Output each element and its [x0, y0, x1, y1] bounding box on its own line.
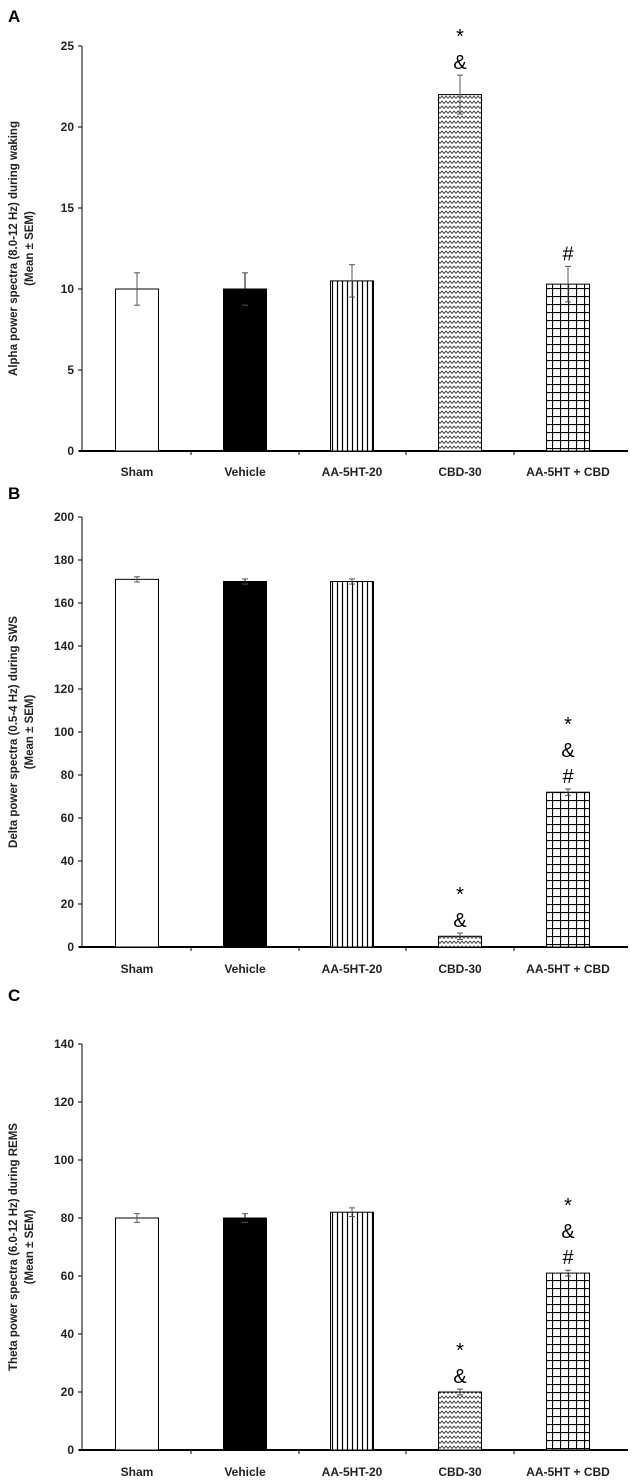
significance-marker: * [564, 1195, 572, 1217]
y-tick-label: 180 [54, 553, 74, 567]
y-tick-label: 5 [67, 363, 74, 377]
bar-aa-5ht-20 [330, 581, 374, 948]
bar-aa-5ht-20 [330, 280, 374, 452]
bar-cbd-30 [438, 1391, 482, 1451]
x-tick-label: AA-5HT-20 [322, 1465, 383, 1478]
panel-label: B [8, 484, 20, 503]
significance-marker: # [562, 766, 574, 788]
y-tick-label: 140 [54, 639, 74, 653]
x-tick-label: Vehicle [224, 465, 266, 479]
y-axis-label: Alpha power spectra (8.0-12 Hz) during w… [8, 121, 20, 376]
y-tick-label: 20 [61, 897, 75, 911]
x-tick-label: Sham [121, 962, 154, 976]
panel-c: C Theta power spectra (6.0-12 Hz) during … [8, 986, 628, 1479]
bar-sham [115, 578, 159, 948]
bar-sham [115, 288, 159, 452]
y-axis-label-sub: (Mean ± SEM) [24, 694, 36, 769]
panel-label: C [8, 986, 20, 1005]
y-tick-label: 10 [61, 282, 75, 296]
x-tick-label: AA-5HT + CBD [526, 962, 610, 976]
panel-b: B Delta power spectra (0.5-4 Hz) during S… [8, 484, 628, 976]
y-axis-label: Theta power spectra (6.0-12 Hz) during R… [8, 1123, 20, 1371]
bar-vehicle [223, 1217, 267, 1451]
bar-aa-5ht-cbd [546, 283, 590, 452]
x-tick-label: Vehicle [224, 1465, 266, 1478]
significance-marker: & [561, 740, 575, 762]
y-tick-label: 120 [54, 682, 74, 696]
significance-marker: # [562, 1247, 574, 1269]
y-tick-label: 120 [54, 1095, 74, 1109]
y-tick-label: 60 [61, 811, 75, 825]
y-tick-label: 0 [67, 940, 74, 954]
y-axis-label-sub: (Mean ± SEM) [24, 1209, 36, 1284]
y-tick-label: 60 [61, 1269, 75, 1283]
y-tick-label: 40 [61, 1327, 75, 1341]
bar-aa-5ht-cbd [546, 791, 590, 948]
significance-marker: & [453, 52, 467, 74]
y-tick-label: 15 [61, 201, 75, 215]
significance-marker: & [453, 910, 467, 932]
panel-label: A [8, 7, 20, 26]
x-tick-label: Sham [121, 1465, 154, 1478]
bar-cbd-30 [438, 94, 482, 452]
panel-a: A Alpha power spectra (8.0-12 Hz) during … [8, 7, 628, 479]
x-tick-label: CBD-30 [438, 1465, 482, 1478]
x-tick-label: AA-5HT-20 [322, 465, 383, 479]
x-tick-label: CBD-30 [438, 962, 482, 976]
significance-marker: * [564, 714, 572, 736]
x-tick-label: Vehicle [224, 962, 266, 976]
y-tick-label: 25 [61, 39, 75, 53]
bar-vehicle [223, 581, 267, 948]
y-tick-label: 40 [61, 854, 75, 868]
y-tick-label: 0 [67, 1443, 74, 1457]
bar-vehicle [223, 288, 267, 452]
significance-marker: * [456, 26, 464, 48]
significance-marker: * [456, 1340, 464, 1362]
bar-aa-5ht-cbd [546, 1272, 590, 1451]
y-tick-label: 80 [61, 1211, 75, 1225]
y-tick-label: 100 [54, 1153, 74, 1167]
y-tick-label: 20 [61, 1385, 75, 1399]
y-axis-label: Delta power spectra (0.5-4 Hz) during SW… [8, 616, 20, 848]
significance-marker: & [453, 1366, 467, 1388]
significance-marker: * [456, 884, 464, 906]
x-tick-label: Sham [121, 465, 154, 479]
y-tick-label: 200 [54, 510, 74, 524]
significance-marker: & [561, 1221, 575, 1243]
bar-sham [115, 1217, 159, 1451]
y-axis-label-sub: (Mean ± SEM) [24, 211, 36, 286]
y-tick-label: 80 [61, 768, 75, 782]
x-tick-label: AA-5HT + CBD [526, 465, 610, 479]
bar-aa-5ht-20 [330, 1211, 374, 1451]
y-tick-label: 20 [61, 120, 75, 134]
y-tick-label: 160 [54, 596, 74, 610]
x-tick-label: AA-5HT + CBD [526, 1465, 610, 1478]
significance-marker: # [562, 243, 574, 265]
y-tick-label: 0 [67, 444, 74, 458]
y-tick-label: 140 [54, 1037, 74, 1051]
y-tick-label: 100 [54, 725, 74, 739]
x-tick-label: CBD-30 [438, 465, 482, 479]
x-tick-label: AA-5HT-20 [322, 962, 383, 976]
